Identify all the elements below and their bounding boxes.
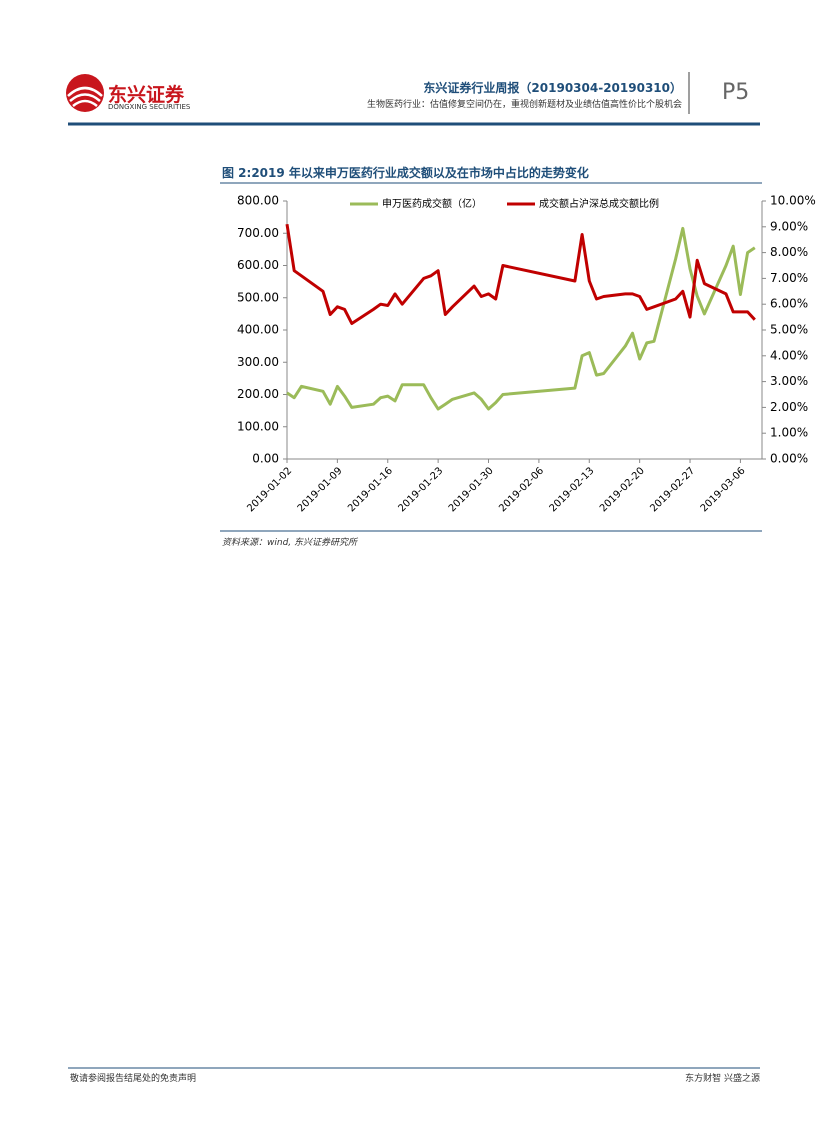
y2-tick-label: 10.00% <box>770 194 816 208</box>
y2-tick-label: 0.00% <box>770 452 808 466</box>
x-tick-label: 2019-01-09 <box>296 465 345 514</box>
x-tick-label: 2019-02-20 <box>598 465 647 514</box>
figure-caption: 图 2:2019 年以来申万医药行业成交额以及在市场中占比的走势变化 <box>222 166 589 180</box>
brand-en: DONGXING SECURITIES <box>108 103 191 111</box>
y2-tick-label: 7.00% <box>770 271 808 285</box>
footer-right: 东方财智 兴盛之源 <box>685 1074 760 1084</box>
logo-icon <box>66 74 104 112</box>
x-tick-label: 2019-01-23 <box>397 465 446 514</box>
y-tick-label: 200.00 <box>237 387 279 401</box>
x-tick-label: 2019-01-30 <box>447 465 496 514</box>
y-tick-label: 800.00 <box>237 194 279 208</box>
x-tick-label: 2019-02-06 <box>497 465 546 514</box>
x-tick-label: 2019-01-02 <box>245 465 294 514</box>
x-tick-label: 2019-02-27 <box>648 465 697 514</box>
y2-tick-label: 2.00% <box>770 400 808 414</box>
y2-tick-label: 5.00% <box>770 323 808 337</box>
y-tick-label: 100.00 <box>237 419 279 433</box>
series-line <box>286 226 756 411</box>
figure-source: 资料来源：wind, 东兴证券研究所 <box>222 538 358 548</box>
brand: 东兴证券 <box>108 84 185 106</box>
report-title: 东兴证券行业周报（20190304-20190310） <box>423 81 682 95</box>
x-tick-label: 2019-02-13 <box>548 465 597 514</box>
y-tick-label: 500.00 <box>237 290 279 304</box>
chart: 0.00 100.00 200.00 300.00 400.00 500.00 600.00… <box>237 194 816 515</box>
y-tick-label: 400.00 <box>237 323 279 337</box>
y2-tick-label: 8.00% <box>770 245 808 259</box>
footer-left: 敬请参阅报告结尾处的免责声明 <box>70 1074 197 1084</box>
y-tick-label: 700.00 <box>237 226 279 240</box>
y2-tick-label: 9.00% <box>770 219 808 233</box>
legend-label: 成交额占沪深总成交额比例 <box>539 197 659 210</box>
x-tick-label: 2019-03-06 <box>699 465 748 514</box>
series-line <box>285 223 756 325</box>
y-tick-label: 600.00 <box>237 258 279 272</box>
y-tick-label: 300.00 <box>237 355 279 369</box>
y2-tick-label: 3.00% <box>770 374 808 388</box>
y2-tick-label: 1.00% <box>770 426 808 440</box>
y2-tick-label: 6.00% <box>770 297 808 311</box>
page-number: P5 <box>722 80 750 105</box>
report-subtitle: 生物医药行业：估值修复空间仍在，重视创新题材及业绩估值高性价比个股机会 <box>366 100 682 110</box>
x-tick-label: 2019-01-16 <box>346 465 395 514</box>
legend-label: 申万医药成交额（亿） <box>382 197 482 210</box>
y2-tick-label: 4.00% <box>770 348 808 362</box>
logo-stripes <box>67 86 103 107</box>
y-tick-label: 0.00 <box>252 452 279 466</box>
